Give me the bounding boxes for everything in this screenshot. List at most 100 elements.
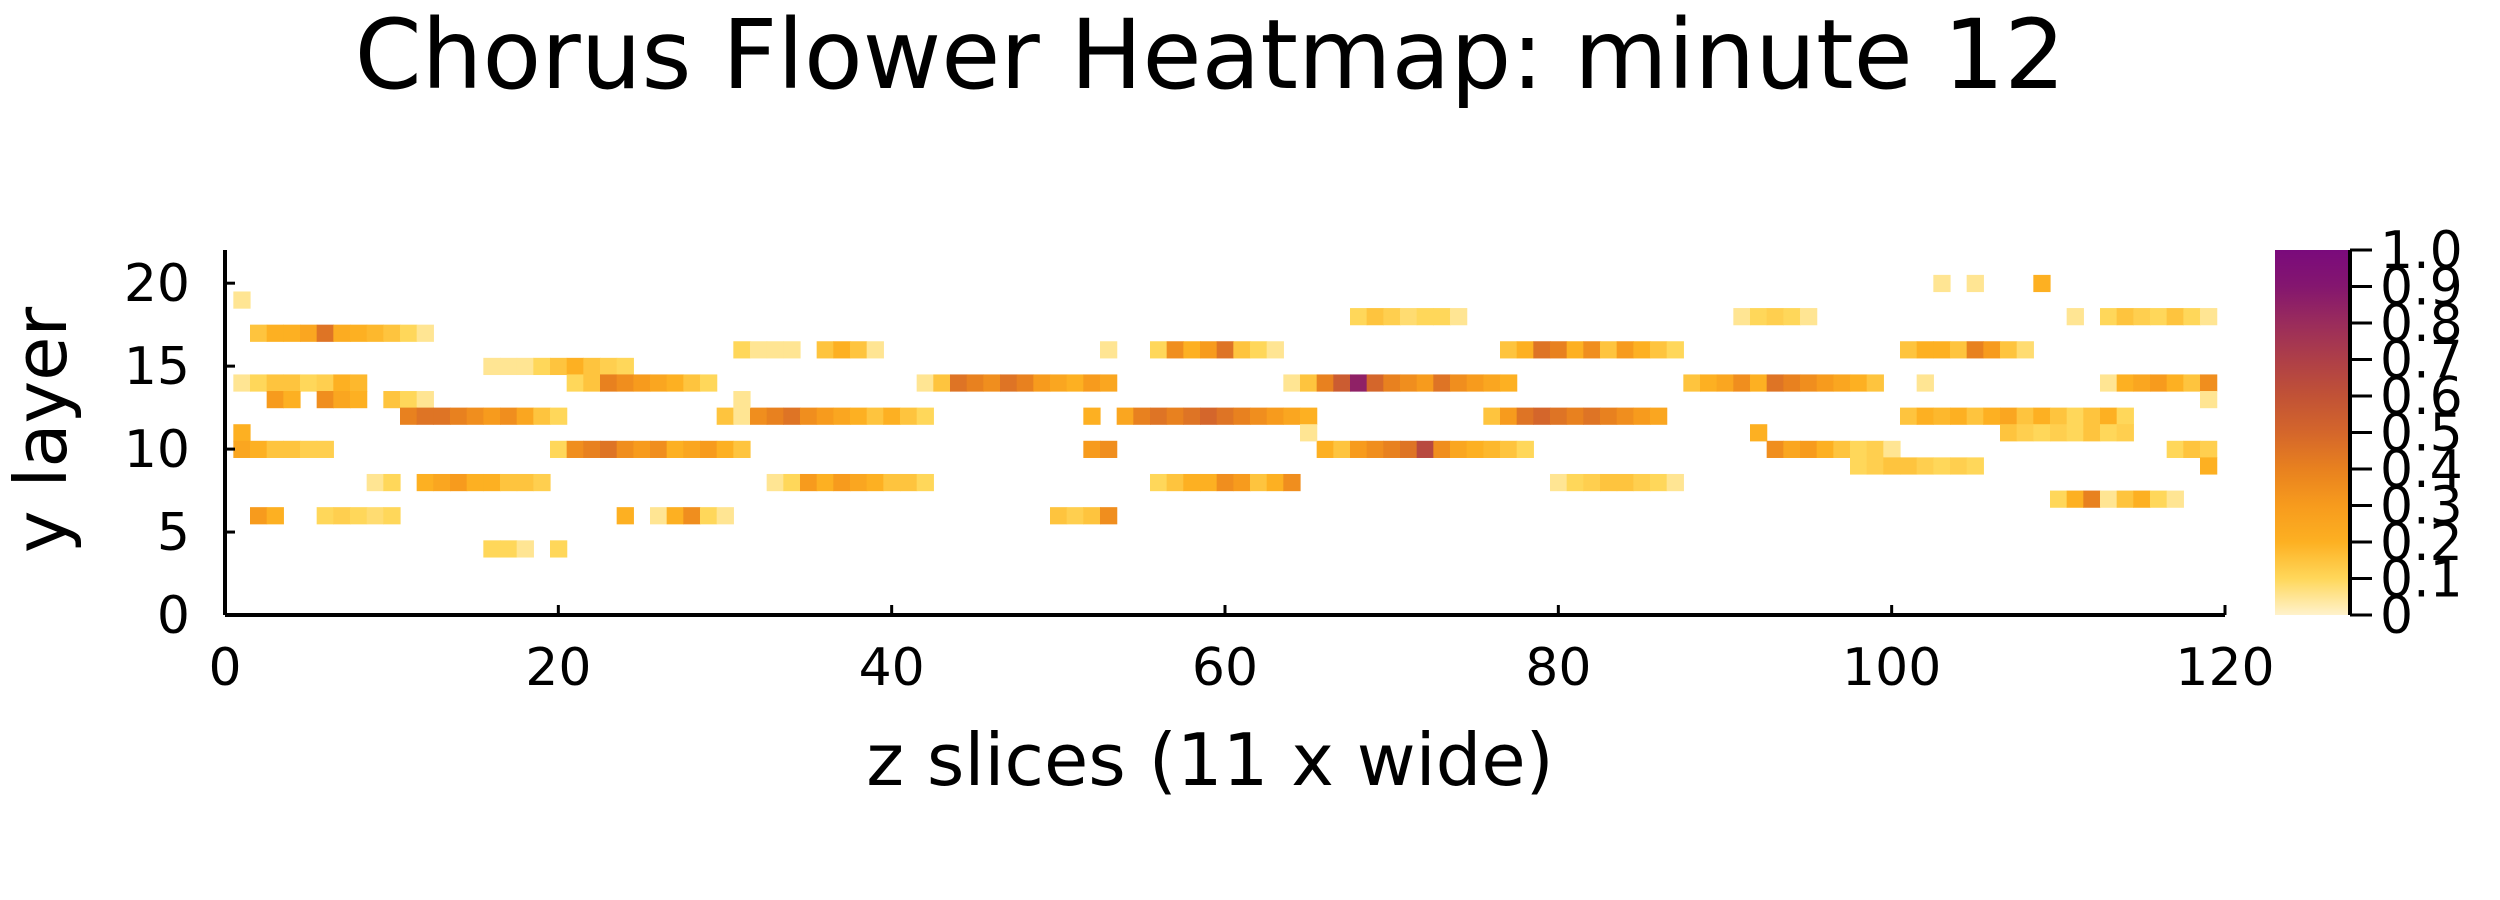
heatmap-cell [2100, 374, 2118, 392]
heatmap-cell [400, 407, 418, 425]
heatmap-cell [316, 391, 334, 409]
heatmap-cell [1166, 341, 1184, 359]
heatmap-cell [466, 407, 484, 425]
heatmap-cell [400, 324, 418, 342]
chart-title: Chorus Flower Heatmap: minute 12 [355, 0, 2066, 111]
heatmap-cell [966, 374, 984, 392]
heatmap-cell [716, 407, 734, 425]
heatmap-cell [1100, 440, 1118, 458]
heatmap-cell [1233, 407, 1251, 425]
heatmap-cell [300, 324, 318, 342]
heatmap-cell [1650, 407, 1668, 425]
heatmap-cell [716, 440, 734, 458]
heatmap-cell [1766, 374, 1784, 392]
heatmap-cell [1150, 341, 1168, 359]
heatmap-cell [1450, 440, 1468, 458]
heatmap-cell [233, 424, 251, 442]
heatmap-cell [1450, 308, 1468, 326]
heatmap-cell [2200, 308, 2218, 326]
heatmap-cell [1816, 440, 1834, 458]
heatmap-cell [1750, 424, 1768, 442]
heatmap-cell [1583, 341, 1601, 359]
heatmap-cell [1500, 440, 1518, 458]
heatmap-cell [1950, 457, 1968, 475]
heatmap-cell [2050, 424, 2068, 442]
heatmap-cell [1066, 507, 1084, 525]
heatmap-cell [2050, 407, 2068, 425]
heatmap-cell [2000, 424, 2018, 442]
heatmap-cell [550, 357, 568, 376]
heatmap-cell [2200, 391, 2218, 409]
heatmap-cell [1466, 440, 1484, 458]
heatmap-cell [483, 407, 501, 425]
heatmap-cell [1516, 341, 1534, 359]
heatmap-cell [233, 291, 251, 309]
heatmap-cell [350, 507, 368, 525]
heatmap-cell [1566, 341, 1584, 359]
heatmap-cell [316, 440, 334, 458]
heatmap-cell [1300, 407, 1318, 425]
heatmap-cell [333, 324, 351, 342]
heatmap-cell [2066, 407, 2084, 425]
heatmap-cell [833, 341, 851, 359]
heatmap-cell [1300, 424, 1318, 442]
colorbar-tick-label: 0.4 [2380, 440, 2463, 500]
heatmap-cell [533, 473, 551, 492]
heatmap-cell [866, 407, 884, 425]
heatmap-cell [1050, 507, 1068, 525]
heatmap-cell [416, 473, 434, 492]
heatmap-cell [283, 440, 301, 458]
heatmap-cell [1216, 341, 1234, 359]
heatmap-cell [733, 407, 751, 425]
heatmap-cell [1050, 374, 1068, 392]
heatmap-cell [566, 374, 584, 392]
heatmap-cell [1850, 440, 1868, 458]
heatmap-cell [1366, 440, 1384, 458]
heatmap-cell [1200, 341, 1218, 359]
heatmap-cell [2033, 274, 2051, 293]
colorbar-tick-label: 0.6 [2380, 367, 2463, 427]
heatmap-cell [1466, 374, 1484, 392]
heatmap-cell [2050, 490, 2068, 508]
heatmap-cell [516, 407, 534, 425]
heatmap-cell [316, 507, 334, 525]
heatmap-cell [850, 407, 868, 425]
heatmap-cell [1566, 407, 1584, 425]
heatmap-cell [850, 473, 868, 492]
heatmap-cell [1583, 407, 1601, 425]
heatmap-cell [1816, 374, 1834, 392]
heatmap-cell [1416, 308, 1434, 326]
heatmap-cell [283, 391, 301, 409]
y-tick-label: 0 [157, 586, 190, 646]
heatmap-cell [1616, 473, 1634, 492]
heatmap-cell [1633, 341, 1651, 359]
y-axis-label: y layer [0, 307, 83, 554]
heatmap-cell [483, 357, 501, 376]
heatmap-cell [1300, 374, 1318, 392]
heatmap-cell [2133, 490, 2151, 508]
heatmap-cell [1850, 457, 1868, 475]
heatmap-cell [2100, 407, 2118, 425]
heatmap-cells [233, 274, 2218, 558]
heatmap-cell [350, 391, 368, 409]
heatmap-cell [1900, 407, 1918, 425]
heatmap-cell [616, 357, 634, 376]
heatmap-cell [1183, 341, 1201, 359]
heatmap-cell [1633, 473, 1651, 492]
heatmap-cell [2133, 374, 2151, 392]
heatmap-cell [1833, 374, 1851, 392]
heatmap-cell [2166, 308, 2184, 326]
heatmap-cell [1783, 440, 1801, 458]
heatmap-cell [2183, 374, 2201, 392]
heatmap-cell [766, 341, 784, 359]
x-tick-label: 0 [208, 638, 241, 698]
heatmap-cell [2066, 308, 2084, 326]
heatmap-cell [800, 473, 818, 492]
heatmap-cell [1766, 440, 1784, 458]
heatmap-cell [1200, 473, 1218, 492]
heatmap-cell [2166, 440, 2184, 458]
heatmap-cell [1250, 473, 1268, 492]
heatmap-cell [1750, 308, 1768, 326]
heatmap-cell [383, 391, 401, 409]
heatmap-cell [1433, 440, 1451, 458]
